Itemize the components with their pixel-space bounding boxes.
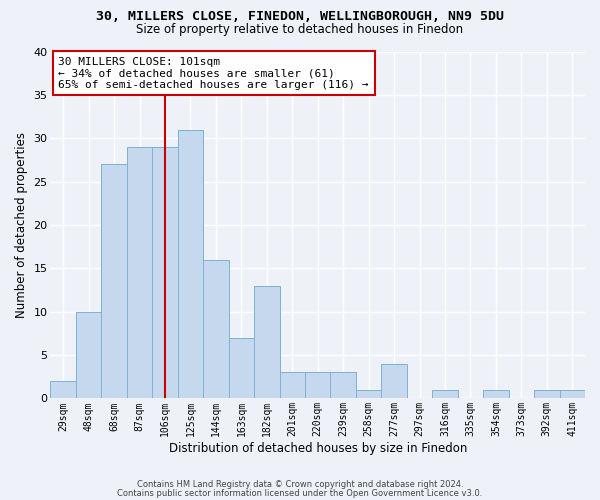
Bar — [203, 260, 229, 398]
Bar — [280, 372, 305, 398]
Text: Contains HM Land Registry data © Crown copyright and database right 2024.: Contains HM Land Registry data © Crown c… — [137, 480, 463, 489]
Text: Size of property relative to detached houses in Finedon: Size of property relative to detached ho… — [136, 22, 464, 36]
Bar — [127, 147, 152, 399]
Bar — [76, 312, 101, 398]
Bar — [229, 338, 254, 398]
Bar — [534, 390, 560, 398]
Bar — [331, 372, 356, 398]
Bar — [356, 390, 382, 398]
Bar — [178, 130, 203, 398]
Bar — [152, 147, 178, 399]
X-axis label: Distribution of detached houses by size in Finedon: Distribution of detached houses by size … — [169, 442, 467, 455]
Bar — [305, 372, 331, 398]
Bar — [254, 286, 280, 399]
Bar — [483, 390, 509, 398]
Bar — [50, 381, 76, 398]
Bar — [432, 390, 458, 398]
Text: Contains public sector information licensed under the Open Government Licence v3: Contains public sector information licen… — [118, 488, 482, 498]
Y-axis label: Number of detached properties: Number of detached properties — [15, 132, 28, 318]
Text: 30 MILLERS CLOSE: 101sqm
← 34% of detached houses are smaller (61)
65% of semi-d: 30 MILLERS CLOSE: 101sqm ← 34% of detach… — [58, 56, 369, 90]
Bar — [101, 164, 127, 398]
Bar — [560, 390, 585, 398]
Text: 30, MILLERS CLOSE, FINEDON, WELLINGBOROUGH, NN9 5DU: 30, MILLERS CLOSE, FINEDON, WELLINGBOROU… — [96, 10, 504, 23]
Bar — [382, 364, 407, 398]
